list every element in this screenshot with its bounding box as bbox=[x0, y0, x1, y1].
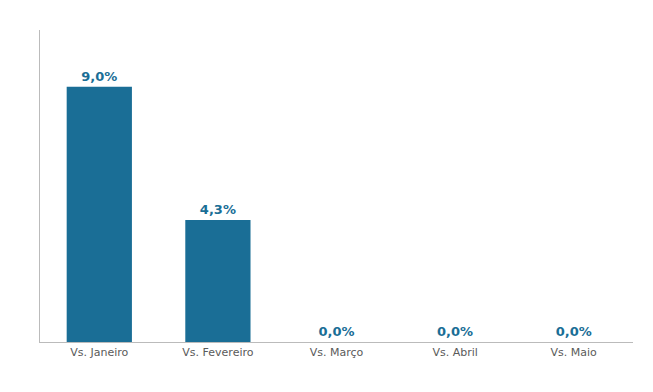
svg-text:0,0%: 0,0% bbox=[318, 324, 354, 339]
svg-text:Vs. Abril: Vs. Abril bbox=[432, 346, 477, 359]
svg-text:4,3%: 4,3% bbox=[200, 202, 236, 217]
svg-text:Vs. Fevereiro: Vs. Fevereiro bbox=[182, 346, 253, 359]
svg-text:Vs. Maio: Vs. Maio bbox=[551, 346, 598, 359]
svg-text:Vs. Março: Vs. Março bbox=[310, 346, 364, 359]
svg-text:0,0%: 0,0% bbox=[437, 324, 473, 339]
svg-text:Vs. Janeiro: Vs. Janeiro bbox=[70, 346, 128, 359]
svg-text:0,0%: 0,0% bbox=[556, 324, 592, 339]
svg-text:9,0%: 9,0% bbox=[81, 69, 117, 84]
